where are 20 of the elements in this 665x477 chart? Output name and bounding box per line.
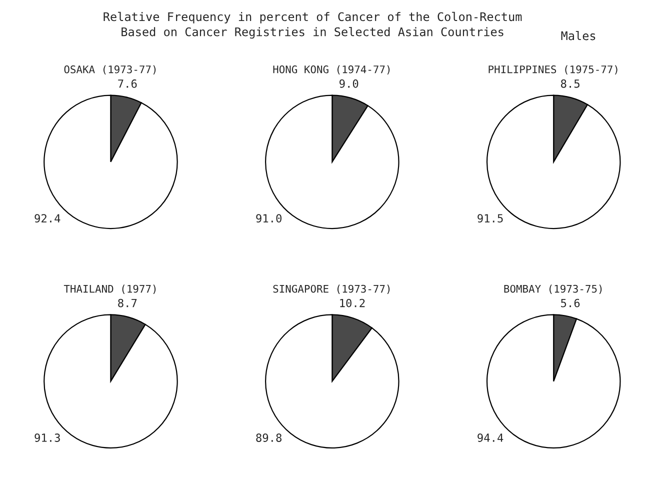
data-label: 94.4 bbox=[478, 434, 504, 442]
data-label: 10.2 bbox=[340, 298, 365, 308]
data-label: 91.5 bbox=[478, 214, 503, 223]
data-label: 91.0 bbox=[256, 214, 282, 223]
chart-title: PHILIPPINES (1975-77) bbox=[488, 65, 618, 75]
chart-title: OSAKA (1973-77) bbox=[64, 65, 156, 75]
data-label: 8.5 bbox=[560, 79, 580, 88]
text: Males bbox=[561, 31, 596, 40]
chart-title: SINGAPORE (1973-77) bbox=[273, 284, 390, 294]
chart-title: THAILAND (1977) bbox=[64, 284, 156, 294]
data-label: 91.3 bbox=[34, 434, 60, 442]
data-label: 8.7 bbox=[118, 298, 137, 308]
data-label: 5.6 bbox=[561, 298, 580, 308]
text: Relative Frequency in percent of Cancer of the Colon-Rectum Based on Cancer Registries in Selected Asian Countries bbox=[104, 12, 522, 39]
chart-title: BOMBAY (1973-75) bbox=[504, 284, 602, 294]
data-label: 89.8 bbox=[256, 434, 282, 442]
data-label: 92.4 bbox=[34, 214, 60, 223]
data-label: 7.6 bbox=[118, 79, 137, 88]
chart-title: HONG KONG (1974-77) bbox=[273, 65, 390, 75]
data-label: 9.0 bbox=[340, 79, 358, 88]
